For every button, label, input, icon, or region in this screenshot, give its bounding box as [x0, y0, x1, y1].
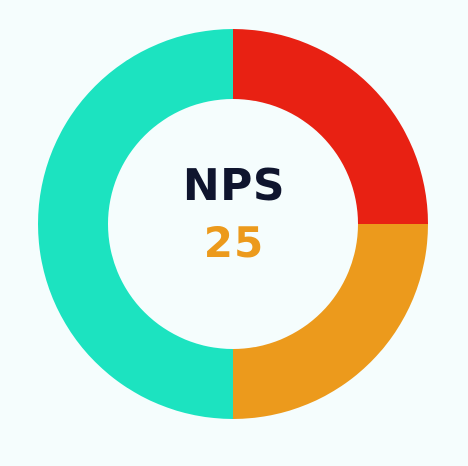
- nps-label: NPS: [182, 160, 286, 211]
- donut-segment-1: [233, 29, 428, 224]
- donut-hole: [108, 99, 358, 349]
- nps-value: 25: [203, 218, 265, 267]
- donut-segment-2: [233, 224, 428, 419]
- donut-center: NPS 25: [134, 160, 334, 268]
- donut-segment-3: [38, 29, 233, 419]
